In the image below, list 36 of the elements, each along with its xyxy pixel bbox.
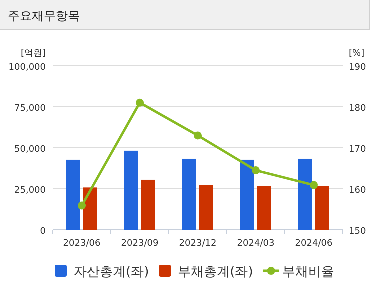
y-tick-label: 75,000 xyxy=(14,104,46,114)
y-tick-label: 100,000 xyxy=(8,63,46,73)
bar xyxy=(142,180,156,230)
x-tick-label: 2024/06 xyxy=(295,239,333,249)
x-tick-label: 2023/06 xyxy=(63,239,101,249)
bar xyxy=(124,150,138,230)
x-tick-label: 2023/12 xyxy=(179,239,217,249)
bar xyxy=(258,186,272,230)
y-tick-label: 50,000 xyxy=(14,145,46,155)
x-tick-label: 2024/03 xyxy=(237,239,275,249)
chart-title: 주요재무항목 xyxy=(8,9,80,23)
point xyxy=(78,202,86,210)
x-tick-label: 2023/09 xyxy=(121,239,159,249)
y2-axis-title: [%] xyxy=(349,49,365,59)
bar xyxy=(182,158,196,230)
bar xyxy=(316,186,330,230)
y-axis-title: [억원] xyxy=(20,49,46,59)
bar xyxy=(66,160,80,230)
y2-tick-label: 170 xyxy=(349,145,366,155)
bar xyxy=(298,158,312,230)
y2-tick-label: 180 xyxy=(349,104,366,114)
point xyxy=(310,181,318,190)
point xyxy=(252,166,260,175)
y-tick-label: 25,000 xyxy=(14,186,46,196)
point xyxy=(136,98,144,107)
y2-tick-label: 150 xyxy=(349,227,366,237)
point xyxy=(194,132,202,140)
bar xyxy=(240,160,254,230)
legend-label: 부채비율 xyxy=(282,265,334,280)
legend-label: 부채총계(좌) xyxy=(178,265,254,280)
y2-tick-label: 160 xyxy=(349,186,366,196)
y-tick-label: 0 xyxy=(40,227,46,237)
bar xyxy=(84,188,98,230)
bar xyxy=(200,185,214,230)
y2-tick-label: 190 xyxy=(349,63,366,73)
legend-label: 자산총계(좌) xyxy=(74,265,150,280)
